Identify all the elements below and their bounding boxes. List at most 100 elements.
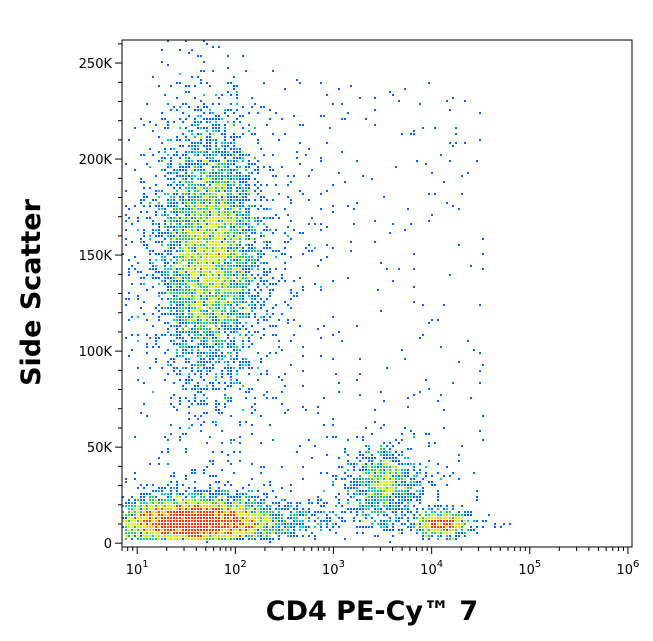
event-dot — [221, 529, 223, 531]
event-dot — [272, 313, 274, 315]
event-dot — [143, 526, 145, 528]
event-dot — [329, 127, 331, 129]
event-dot — [200, 133, 202, 135]
event-dot — [221, 469, 223, 471]
event-dot — [203, 295, 205, 297]
event-dot — [452, 508, 454, 510]
event-dot — [236, 517, 238, 519]
event-dot — [215, 205, 217, 207]
event-dot — [239, 151, 241, 153]
event-dot — [140, 238, 142, 240]
event-dot — [221, 154, 223, 156]
event-dot — [374, 469, 376, 471]
event-dot — [401, 478, 403, 480]
event-dot — [230, 508, 232, 510]
event-dot — [257, 508, 259, 510]
event-dot — [320, 208, 322, 210]
event-dot — [422, 523, 424, 525]
event-dot — [188, 220, 190, 222]
event-dot — [404, 490, 406, 492]
event-dot — [335, 523, 337, 525]
event-dot — [203, 304, 205, 306]
event-dot — [452, 526, 454, 528]
event-dot — [209, 274, 211, 276]
event-dot — [212, 256, 214, 258]
event-dot — [281, 532, 283, 534]
event-dot — [179, 169, 181, 171]
event-dot — [449, 274, 451, 276]
event-dot — [449, 160, 451, 162]
event-dot — [380, 466, 382, 468]
event-dot — [197, 169, 199, 171]
event-dot — [248, 526, 250, 528]
event-dot — [227, 313, 229, 315]
event-dot — [185, 85, 187, 87]
event-dot — [152, 502, 154, 504]
event-dot — [302, 289, 304, 291]
event-dot — [182, 193, 184, 195]
event-dot — [230, 160, 232, 162]
event-dot — [209, 514, 211, 516]
event-dot — [260, 358, 262, 360]
event-dot — [479, 352, 481, 354]
event-dot — [131, 349, 133, 351]
event-dot — [176, 511, 178, 513]
event-dot — [194, 328, 196, 330]
event-dot — [215, 127, 217, 129]
event-dot — [239, 367, 241, 369]
event-dot — [245, 496, 247, 498]
event-dot — [410, 499, 412, 501]
event-dot — [218, 517, 220, 519]
event-dot — [212, 463, 214, 465]
event-dot — [182, 112, 184, 114]
event-dot — [305, 409, 307, 411]
event-dot — [167, 262, 169, 264]
event-dot — [185, 199, 187, 201]
event-dot — [179, 526, 181, 528]
event-dot — [230, 316, 232, 318]
event-dot — [170, 301, 172, 303]
event-dot — [221, 184, 223, 186]
event-dot — [242, 253, 244, 255]
event-dot — [215, 505, 217, 507]
event-dot — [176, 499, 178, 501]
event-dot — [203, 280, 205, 282]
event-dot — [170, 496, 172, 498]
event-dot — [401, 532, 403, 534]
event-dot — [257, 265, 259, 267]
event-dot — [206, 187, 208, 189]
event-dot — [200, 100, 202, 102]
event-dot — [200, 175, 202, 177]
event-dot — [296, 151, 298, 153]
event-dot — [320, 157, 322, 159]
event-dot — [239, 451, 241, 453]
event-dot — [302, 193, 304, 195]
event-dot — [251, 274, 253, 276]
event-dot — [422, 517, 424, 519]
event-dot — [239, 208, 241, 210]
event-dot — [365, 481, 367, 483]
event-dot — [359, 373, 361, 375]
event-dot — [200, 415, 202, 417]
event-dot — [218, 322, 220, 324]
event-dot — [167, 235, 169, 237]
event-dot — [266, 529, 268, 531]
event-dot — [218, 295, 220, 297]
event-dot — [233, 289, 235, 291]
event-dot — [239, 277, 241, 279]
event-dot — [158, 505, 160, 507]
event-dot — [290, 511, 292, 513]
event-dot — [437, 463, 439, 465]
event-dot — [233, 76, 235, 78]
event-dot — [254, 532, 256, 534]
event-dot — [173, 196, 175, 198]
event-dot — [203, 169, 205, 171]
event-dot — [248, 289, 250, 291]
event-dot — [194, 253, 196, 255]
event-dot — [224, 529, 226, 531]
event-dot — [254, 526, 256, 528]
event-dot — [227, 229, 229, 231]
event-dot — [191, 403, 193, 405]
event-dot — [209, 217, 211, 219]
event-dot — [236, 490, 238, 492]
